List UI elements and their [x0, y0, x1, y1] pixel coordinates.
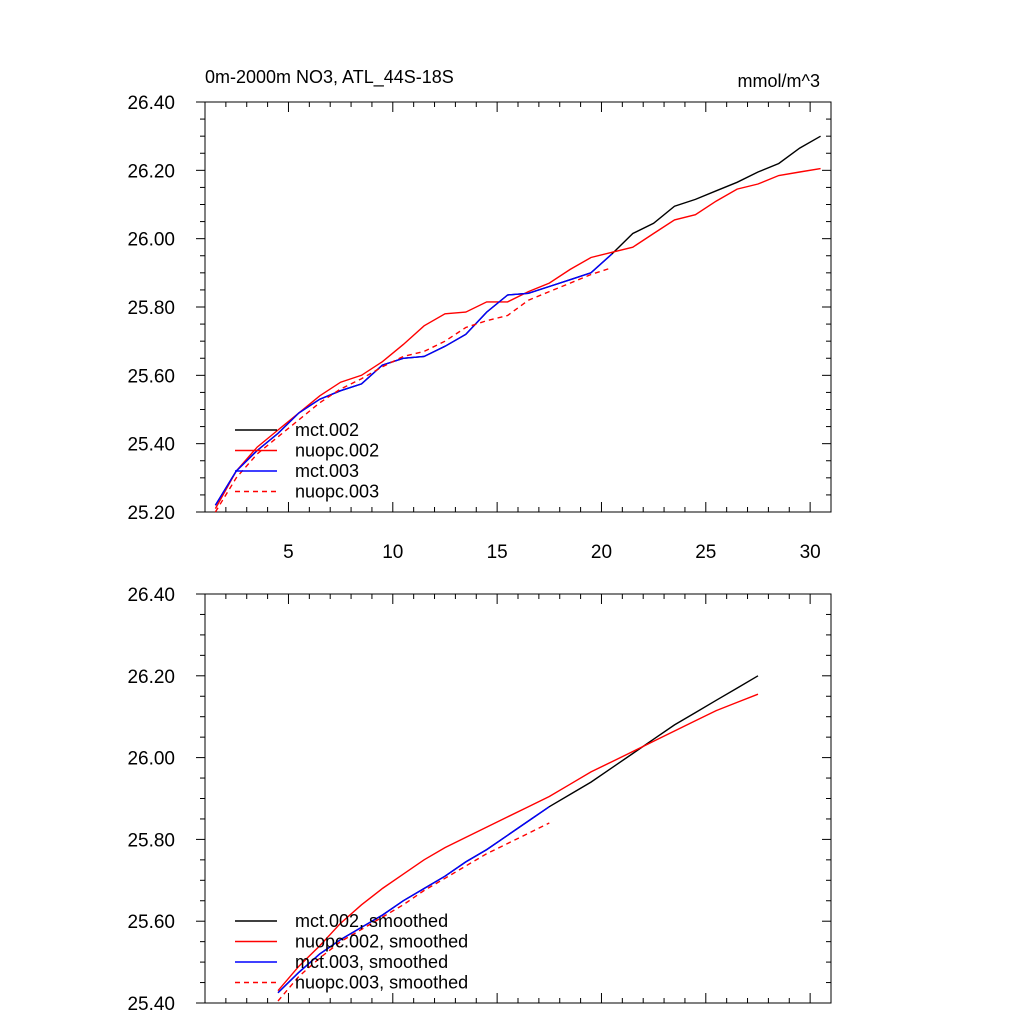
series-line-nuopc-002-smoothed [277, 693, 759, 992]
legend-label: nuopc.003 [295, 482, 379, 502]
units-label: mmol/m^3 [738, 71, 820, 91]
y-tick-label: 25.20 [127, 503, 175, 524]
y-tick-label: 26.20 [127, 161, 175, 182]
y-tick-label: 25.60 [127, 366, 175, 387]
legend-label: mct.002, smoothed [295, 911, 448, 931]
y-tick-label: 26.00 [127, 749, 175, 770]
series-line-nuopc-002 [214, 167, 821, 509]
y-tick-label: 25.40 [127, 994, 175, 1015]
x-tick-label: 25 [695, 542, 716, 563]
legend-label: nuopc.002 [295, 441, 379, 461]
x-tick-label: 20 [591, 542, 612, 563]
legend-label: mct.003, smoothed [295, 952, 448, 972]
legend-label: nuopc.003, smoothed [295, 973, 468, 993]
y-tick-label: 25.80 [127, 830, 175, 851]
y-tick-label: 25.40 [127, 435, 175, 456]
top-chart-panel: 5 10 15 20 25 30 25.20 25.40 25.60 25.80 26.00 26.2… [127, 67, 832, 563]
legend-label: nuopc.002, smoothed [295, 932, 468, 952]
x-tick-label: 30 [800, 542, 821, 563]
legend-label: mct.003 [295, 461, 359, 481]
y-tick-label: 26.20 [127, 667, 175, 688]
y-tick-label: 26.40 [127, 93, 175, 114]
y-tick-label: 25.60 [127, 912, 175, 933]
chart-title: 0m-2000m NO3, ATL_44S-18S [205, 67, 454, 88]
series-line-nuopc-003 [214, 267, 613, 513]
series-line-mct-003-smoothed [277, 806, 550, 994]
bottom-chart-panel: 25.40 25.60 25.80 26.00 26.20 26.40 mct.002, s… [127, 585, 832, 1015]
x-tick-label: 10 [382, 542, 403, 563]
series-line-nuopc-003-smoothed [277, 822, 550, 1002]
x-tick-label: 5 [283, 542, 294, 563]
y-tick-label: 26.00 [127, 230, 175, 251]
x-tick-label: 15 [487, 542, 508, 563]
y-tick-label: 26.40 [127, 585, 175, 606]
series-line-mct-003 [214, 253, 613, 506]
legend-label: mct.002 [295, 420, 359, 440]
y-tick-label: 25.80 [127, 298, 175, 319]
